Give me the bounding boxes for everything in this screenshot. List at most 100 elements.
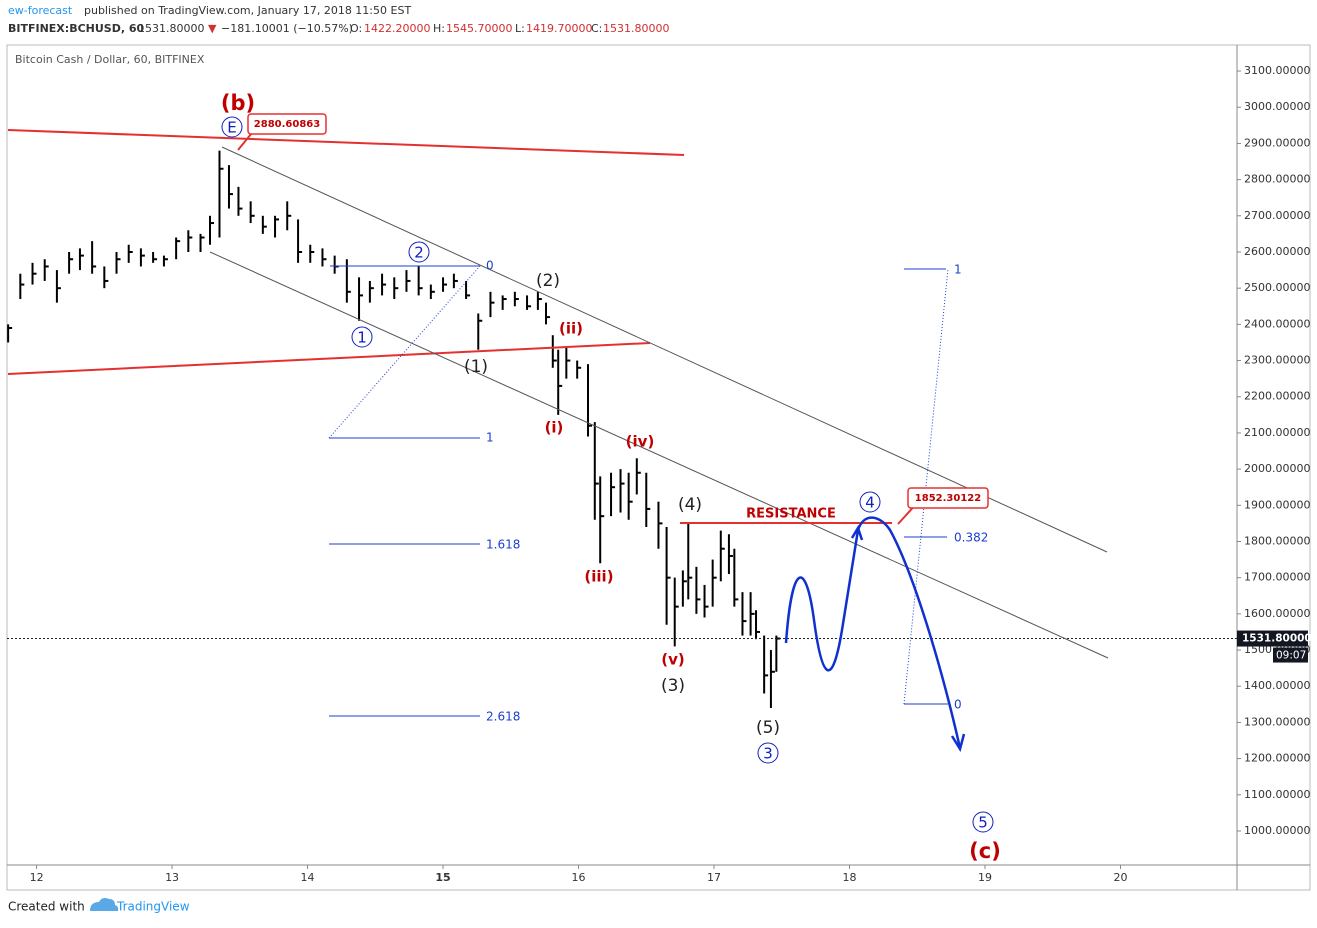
- y-tick-label: 1000.00000: [1244, 824, 1310, 837]
- wave-label: (iii): [584, 568, 613, 586]
- wave-label: (ii): [559, 320, 583, 338]
- low-label: L:: [515, 22, 525, 35]
- x-tick-label: 18: [843, 871, 857, 884]
- callout-box: [907, 487, 989, 509]
- countdown: 09:07: [1276, 650, 1306, 662]
- y-tick-label: 1800.00000: [1244, 534, 1310, 547]
- labels: (b) E 2880.60863 2 1 (1) (2) (ii) (i) (i…: [221, 91, 1001, 863]
- fib-trend: [328, 265, 481, 439]
- wave-circle: [221, 116, 243, 138]
- y-tick-label: 2200.00000: [1244, 390, 1310, 403]
- last-price-box: [1237, 630, 1308, 647]
- wave-label: (iv): [626, 433, 655, 451]
- wave-label: 5: [978, 814, 988, 832]
- y-tick-label: 3000.00000: [1244, 100, 1310, 113]
- wave-label: (1): [464, 357, 488, 377]
- change: −181.10001 (−10.57%): [221, 22, 353, 35]
- y-tick-label: 2800.00000: [1244, 173, 1310, 186]
- symbol: BITFINEX:BCHUSD, 60: [8, 22, 144, 35]
- close: 1531.80000: [603, 22, 669, 35]
- x-tick-label: 17: [707, 871, 721, 884]
- price: 1531.80000: [138, 22, 204, 35]
- x-tick-label: 15: [435, 871, 450, 884]
- wave-circle: [351, 326, 373, 348]
- wave-label: (v): [661, 651, 685, 669]
- callout-box: [247, 113, 327, 135]
- fib-label: 1.618: [486, 538, 520, 552]
- x-tick-label: 19: [978, 871, 992, 884]
- fib-trend: [903, 268, 949, 705]
- y-tick-label: 2100.00000: [1244, 426, 1310, 439]
- wave-label: (4): [678, 495, 702, 515]
- y-tick-label: 1700.00000: [1244, 571, 1310, 584]
- high-label: H:: [433, 22, 445, 35]
- fib-label: 1: [954, 263, 962, 277]
- y-tick-label: 2500.00000: [1244, 281, 1310, 294]
- wave-circle: [972, 811, 994, 833]
- channel-line: [209, 251, 1109, 659]
- callout-text: 1852.30122: [915, 493, 981, 504]
- trendline: [7, 129, 685, 156]
- wave-label: (2): [536, 271, 560, 291]
- y-tick-label: 2000.00000: [1244, 462, 1310, 475]
- fib-label: 2.618: [486, 710, 520, 724]
- high: 1545.70000: [446, 22, 512, 35]
- arrow-head: [950, 733, 966, 753]
- y-tick-label: 1200.00000: [1244, 752, 1310, 765]
- wave-circle: [859, 491, 881, 513]
- y-tick-label: 1100.00000: [1244, 788, 1310, 801]
- published: published on TradingView.com, January 17…: [84, 4, 411, 17]
- fib-label: 0.382: [954, 531, 988, 545]
- chart-title: Bitcoin Cash / Dollar, 60, BITFINEX: [15, 53, 205, 66]
- wave-label: E: [227, 119, 236, 137]
- x-tick-label: 14: [301, 871, 315, 884]
- projection-path: [784, 529, 860, 672]
- footer-brand[interactable]: TradingView: [116, 900, 190, 914]
- wave-label: 3: [763, 745, 773, 763]
- last-price-label: 1531.80000: [1242, 633, 1312, 645]
- projection-path: [856, 516, 962, 749]
- countdown-box: [1273, 647, 1308, 663]
- wave-label: 2: [414, 244, 424, 262]
- wave-label: (b): [221, 91, 255, 115]
- logo: [90, 898, 119, 911]
- wave-label: (3): [661, 676, 685, 696]
- y-tick-label: 2300.00000: [1244, 354, 1310, 367]
- y-tick-label: 2700.00000: [1244, 209, 1310, 222]
- fib-label: 1: [486, 431, 494, 445]
- fib-label: 0: [486, 259, 494, 273]
- open: 1422.20000: [364, 22, 430, 35]
- y-tick-label: 1400.00000: [1244, 679, 1310, 692]
- wave-label: (5): [756, 718, 780, 738]
- wave-label: 4: [865, 494, 875, 512]
- open-label: O:: [350, 22, 362, 35]
- wave-circle: [408, 241, 430, 263]
- wave-label: (i): [545, 419, 564, 437]
- frame: [6, 44, 1311, 891]
- y-tick-label: 1900.00000: [1244, 498, 1310, 511]
- x-tick-label: 13: [165, 871, 179, 884]
- low: 1419.70000: [526, 22, 592, 35]
- channel-line: [221, 146, 1108, 553]
- wave-label: (c): [969, 839, 1001, 863]
- x-tick-label: 16: [572, 871, 586, 884]
- y-tick-label: 1300.00000: [1244, 715, 1310, 728]
- fib-label: 0: [954, 698, 962, 712]
- y-tick-label: 2900.00000: [1244, 136, 1310, 149]
- plot: 3100.00000 3000.00000 2900.00000 2800.00000…: [7, 64, 1312, 884]
- y-tick-label: 2400.00000: [1244, 317, 1310, 330]
- callout-text: 2880.60863: [254, 119, 320, 130]
- y-tick-label: 2600.00000: [1244, 245, 1310, 258]
- trendline: [7, 342, 651, 375]
- x-tick-label: 12: [30, 871, 44, 884]
- drawings: [7, 113, 1109, 833]
- wave-label: 1: [357, 329, 367, 347]
- author[interactable]: ew-forecast: [8, 4, 73, 17]
- change-arrow: ▼: [208, 22, 217, 35]
- wave-circle: [757, 742, 779, 764]
- y-tick-label: 1600.00000: [1244, 607, 1310, 620]
- y-tick-label: 3100.00000: [1244, 64, 1310, 77]
- footer-created: Created with: [8, 900, 85, 914]
